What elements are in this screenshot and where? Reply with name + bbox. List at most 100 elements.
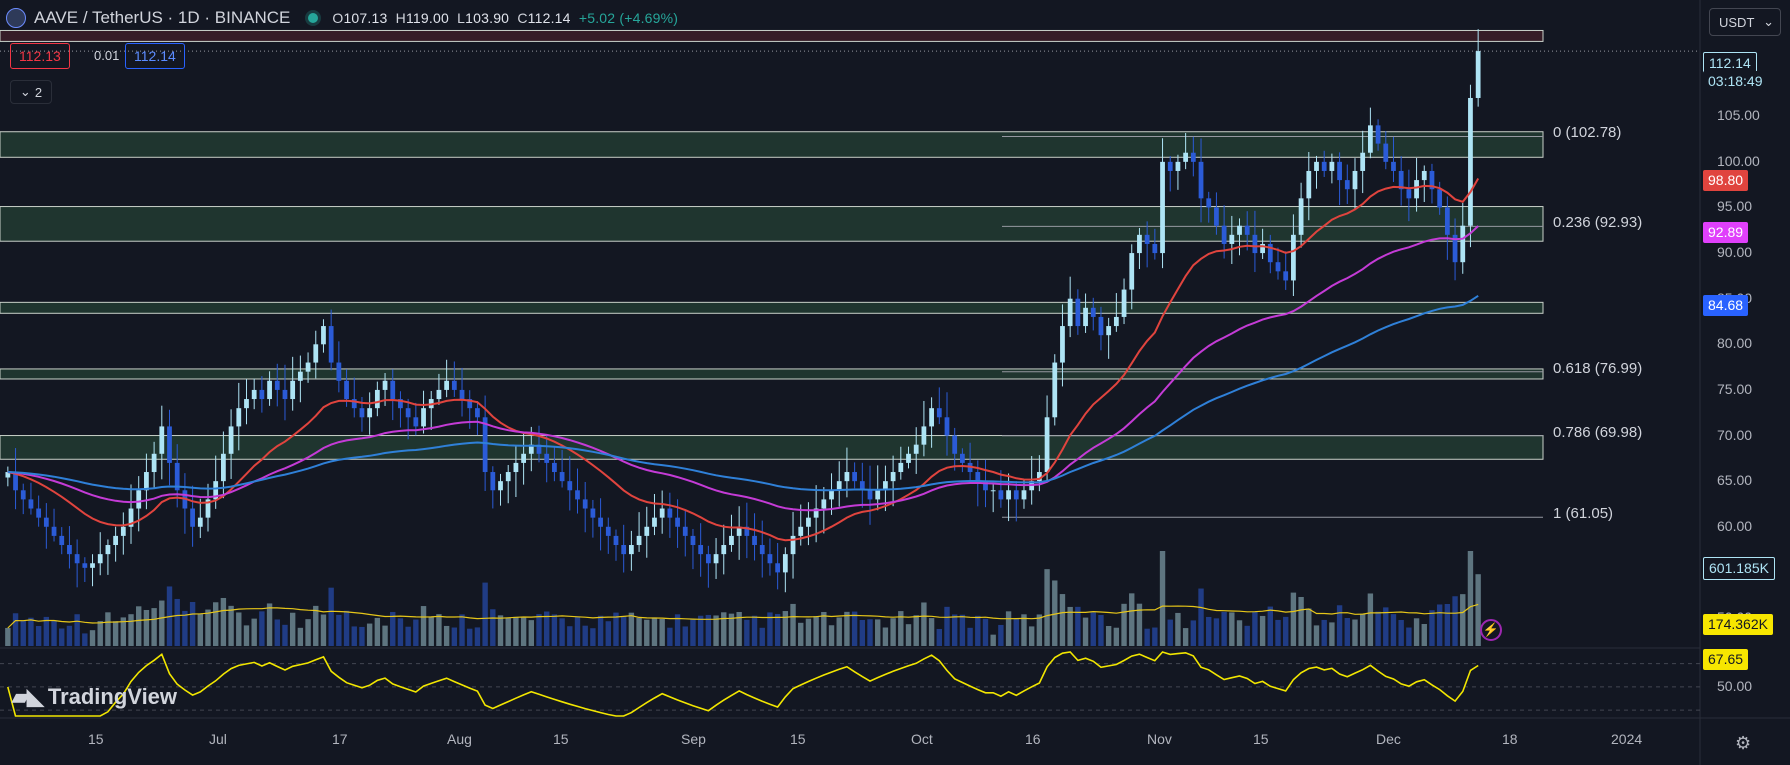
candle-body [590, 508, 596, 518]
candle-body [806, 517, 811, 527]
candle-body [1021, 490, 1027, 500]
candle-body [675, 517, 680, 527]
volume-bar [189, 602, 196, 646]
candle-body [736, 526, 742, 536]
symbol-title[interactable]: AAVE / TetherUS · 1D · BINANCE [34, 8, 291, 27]
sell-button[interactable]: 112.13 [10, 43, 70, 69]
volume-bar [898, 611, 904, 646]
volume-bar [936, 628, 942, 646]
fib-level-label: 0.786 (69.98) [1553, 423, 1643, 441]
candle-body [1314, 161, 1319, 171]
candle-body [367, 408, 373, 418]
volume-bar [1028, 626, 1035, 646]
candle-body [944, 417, 950, 436]
candle-body [359, 408, 365, 418]
currency-selector[interactable]: USDT ⌄ [1709, 8, 1781, 36]
ohlc-values: O107.13 H119.00 L103.90 C112.14 +5.02 (+… [332, 10, 679, 26]
candle-body [282, 389, 288, 400]
candle-body [90, 563, 95, 568]
ema-long-line [7, 294, 1479, 492]
candle-body [698, 545, 704, 555]
price-axis-tick: 70.00 [1717, 426, 1753, 443]
time-axis-label: Jul [209, 731, 227, 747]
candle-body [1352, 170, 1358, 190]
candle-body [952, 435, 958, 454]
candle-body [451, 380, 457, 390]
volume-bar [413, 619, 419, 646]
candle-body [390, 380, 396, 400]
candle-body [1291, 234, 1296, 281]
volume-bar [66, 625, 73, 646]
volume-bar [105, 612, 111, 646]
volume-bar [1352, 619, 1358, 646]
buy-button[interactable]: 112.14 [125, 43, 185, 69]
volume-bar [813, 616, 819, 646]
volume-bar [12, 613, 19, 646]
volume-bar [1005, 611, 1012, 646]
volume-bar [336, 614, 342, 646]
candle-body [13, 472, 18, 491]
time-axis-label: Sep [681, 731, 706, 747]
candle-body [1437, 189, 1443, 208]
volume-bar [474, 627, 481, 646]
volume-bar [836, 617, 842, 646]
volume-bar [975, 615, 981, 646]
volume-bar [366, 623, 373, 646]
volume-bar [82, 633, 88, 646]
price-axis-tick: 65.00 [1717, 472, 1753, 489]
candle-body [705, 554, 711, 564]
candle-body [490, 472, 496, 491]
volume-tag: 601.185K [1703, 557, 1775, 580]
volume-bar [1475, 574, 1481, 646]
candle-body [1044, 417, 1050, 473]
volume-bar [982, 618, 989, 646]
volume-bar [697, 615, 704, 646]
lightning-icon[interactable]: ⚡ [1480, 619, 1502, 641]
candle-body [998, 490, 1004, 500]
candle-body [174, 462, 180, 491]
volume-bar [1221, 611, 1227, 646]
volume-bar [1013, 618, 1019, 646]
candle-body [398, 399, 403, 409]
candle-body [475, 408, 480, 418]
volume-bar [767, 612, 773, 646]
volume-ma-tag: 174.362K [1703, 614, 1773, 635]
price-change: +5.02 (+4.69%) [578, 10, 679, 26]
volume-bar [59, 628, 65, 646]
tv-logo-icon: ▰◣ [12, 684, 44, 709]
volume-bar [128, 614, 134, 646]
volume-bar [1344, 617, 1350, 646]
volume-bar [420, 606, 427, 646]
volume-bar [243, 625, 250, 646]
candle-body [444, 380, 450, 390]
candle-body [1275, 262, 1281, 272]
support-resistance-zone [0, 29, 1544, 42]
candle-body [744, 526, 750, 536]
volume-bar [728, 613, 735, 646]
volume-bar [674, 614, 681, 646]
volume-bar [713, 615, 719, 646]
volume-bar [89, 630, 96, 646]
time-axis-label: 15 [790, 731, 806, 747]
volume-bar [1452, 596, 1458, 646]
candle-body [28, 499, 34, 509]
candle-body [559, 472, 565, 482]
ema-mid-line [7, 225, 1479, 512]
time-axis-label: 15 [1253, 731, 1269, 747]
volume-bar [289, 612, 296, 646]
candle-body [205, 499, 211, 518]
candle-body [1383, 143, 1389, 162]
volume-bar [574, 616, 581, 646]
volume-bar [1460, 594, 1466, 646]
indicators-toggle-button[interactable]: ⌄ 2 [10, 80, 52, 104]
volume-bar [359, 626, 365, 646]
time-axis-label: Oct [911, 731, 933, 747]
candle-body [567, 481, 573, 491]
gear-icon[interactable]: ⚙ [1735, 733, 1752, 753]
candle-body [498, 481, 503, 491]
volume-bar [844, 611, 850, 646]
candle-body [1260, 243, 1265, 254]
volume-bar [721, 612, 727, 646]
volume-bar [597, 615, 604, 646]
